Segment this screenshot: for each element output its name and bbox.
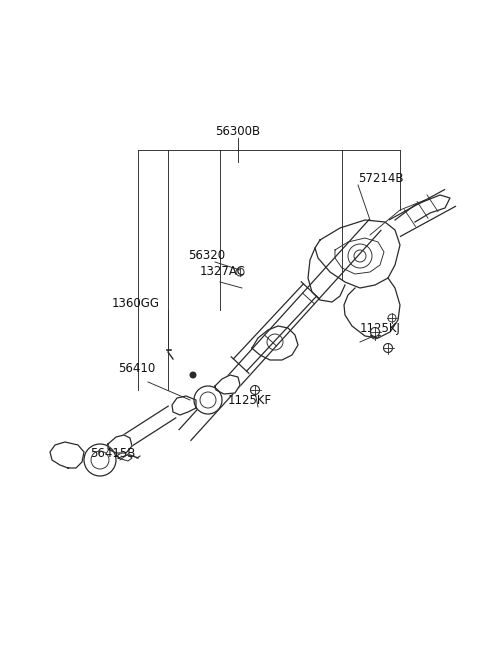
Polygon shape [50, 442, 84, 468]
Text: 56320: 56320 [188, 249, 225, 262]
Text: 1360GG: 1360GG [112, 297, 160, 310]
Text: 1125KJ: 1125KJ [360, 322, 401, 335]
Text: 1327AC: 1327AC [200, 265, 246, 278]
Text: 56415B: 56415B [90, 447, 135, 460]
Polygon shape [108, 435, 132, 453]
Circle shape [371, 327, 380, 337]
Circle shape [190, 371, 196, 379]
Circle shape [84, 444, 116, 476]
Text: 56410: 56410 [118, 362, 155, 375]
Text: 1125KF: 1125KF [228, 394, 272, 407]
Text: 56300B: 56300B [216, 125, 261, 138]
Circle shape [251, 386, 260, 394]
Polygon shape [215, 375, 240, 394]
Circle shape [384, 344, 393, 352]
Circle shape [194, 386, 222, 414]
Text: 57214B: 57214B [358, 172, 404, 185]
Polygon shape [172, 396, 196, 415]
